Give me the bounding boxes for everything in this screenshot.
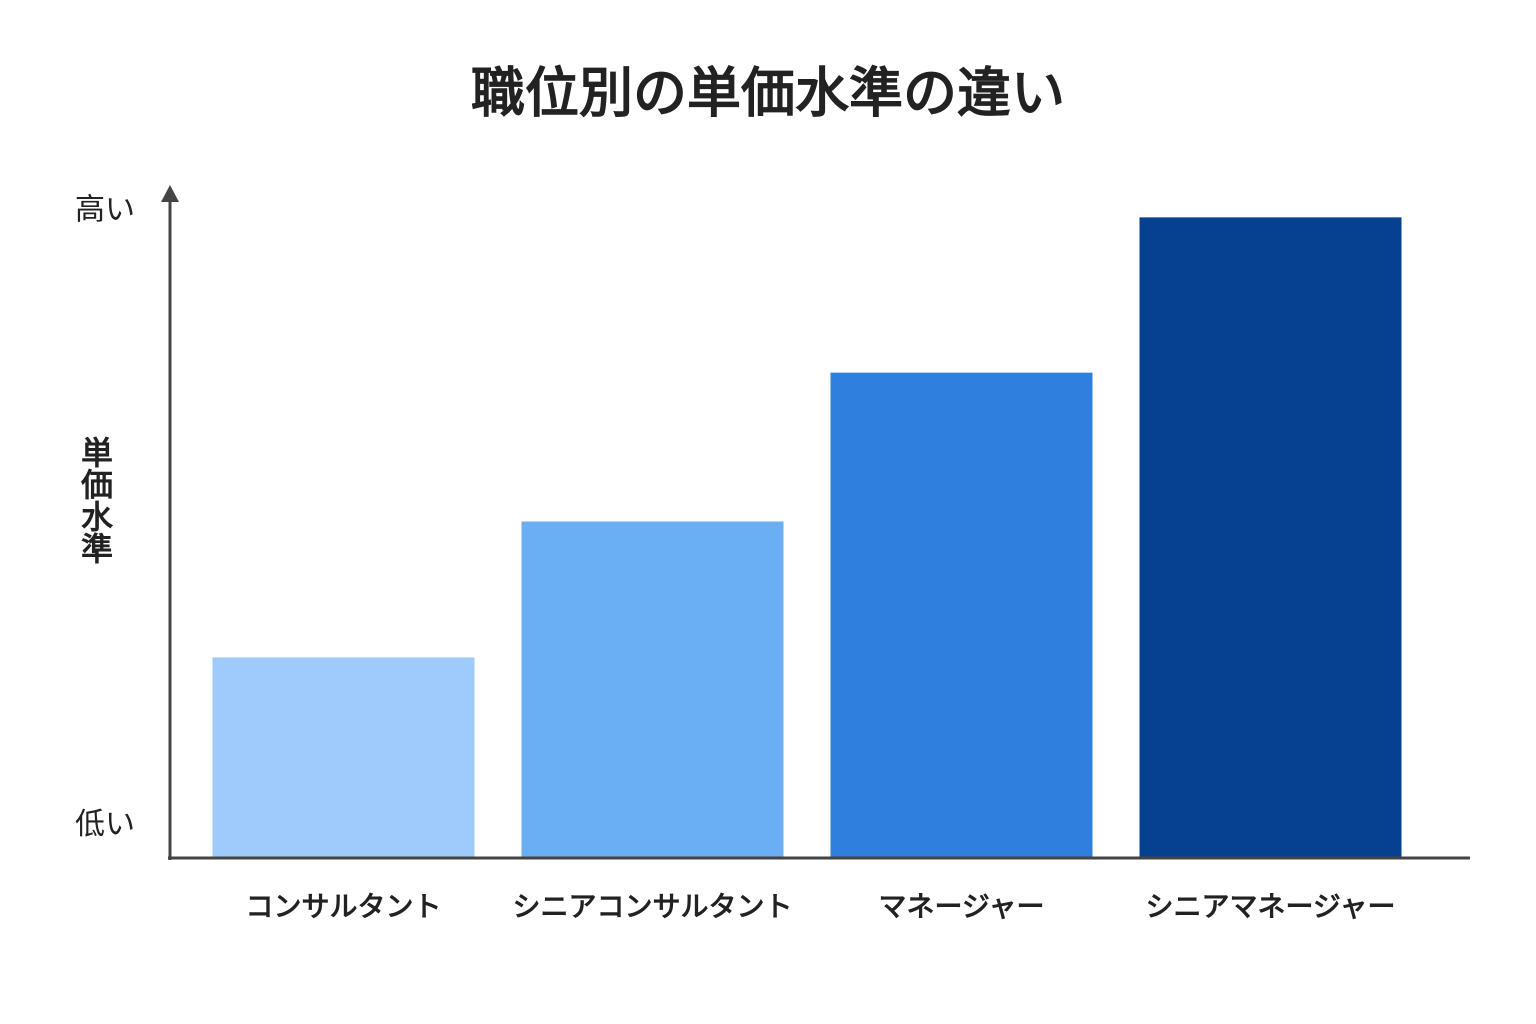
bar [1139, 217, 1402, 858]
bar [212, 657, 475, 858]
y-tick-label: 高い [75, 192, 135, 227]
chart-title: 職位別の単価水準の違い [471, 62, 1065, 125]
x-tick-label: コンサルタント [245, 890, 441, 923]
y-axis-title: 単価水準 [76, 436, 114, 564]
x-tick-label: シニアコンサルタント [512, 890, 792, 923]
x-tick-label: マネージャー [878, 890, 1044, 923]
bar [521, 521, 784, 858]
bar [830, 372, 1093, 858]
x-tick-label: シニアマネージャー [1145, 890, 1395, 923]
y-axis-arrow [161, 185, 179, 202]
y-tick-label: 低い [75, 807, 135, 842]
